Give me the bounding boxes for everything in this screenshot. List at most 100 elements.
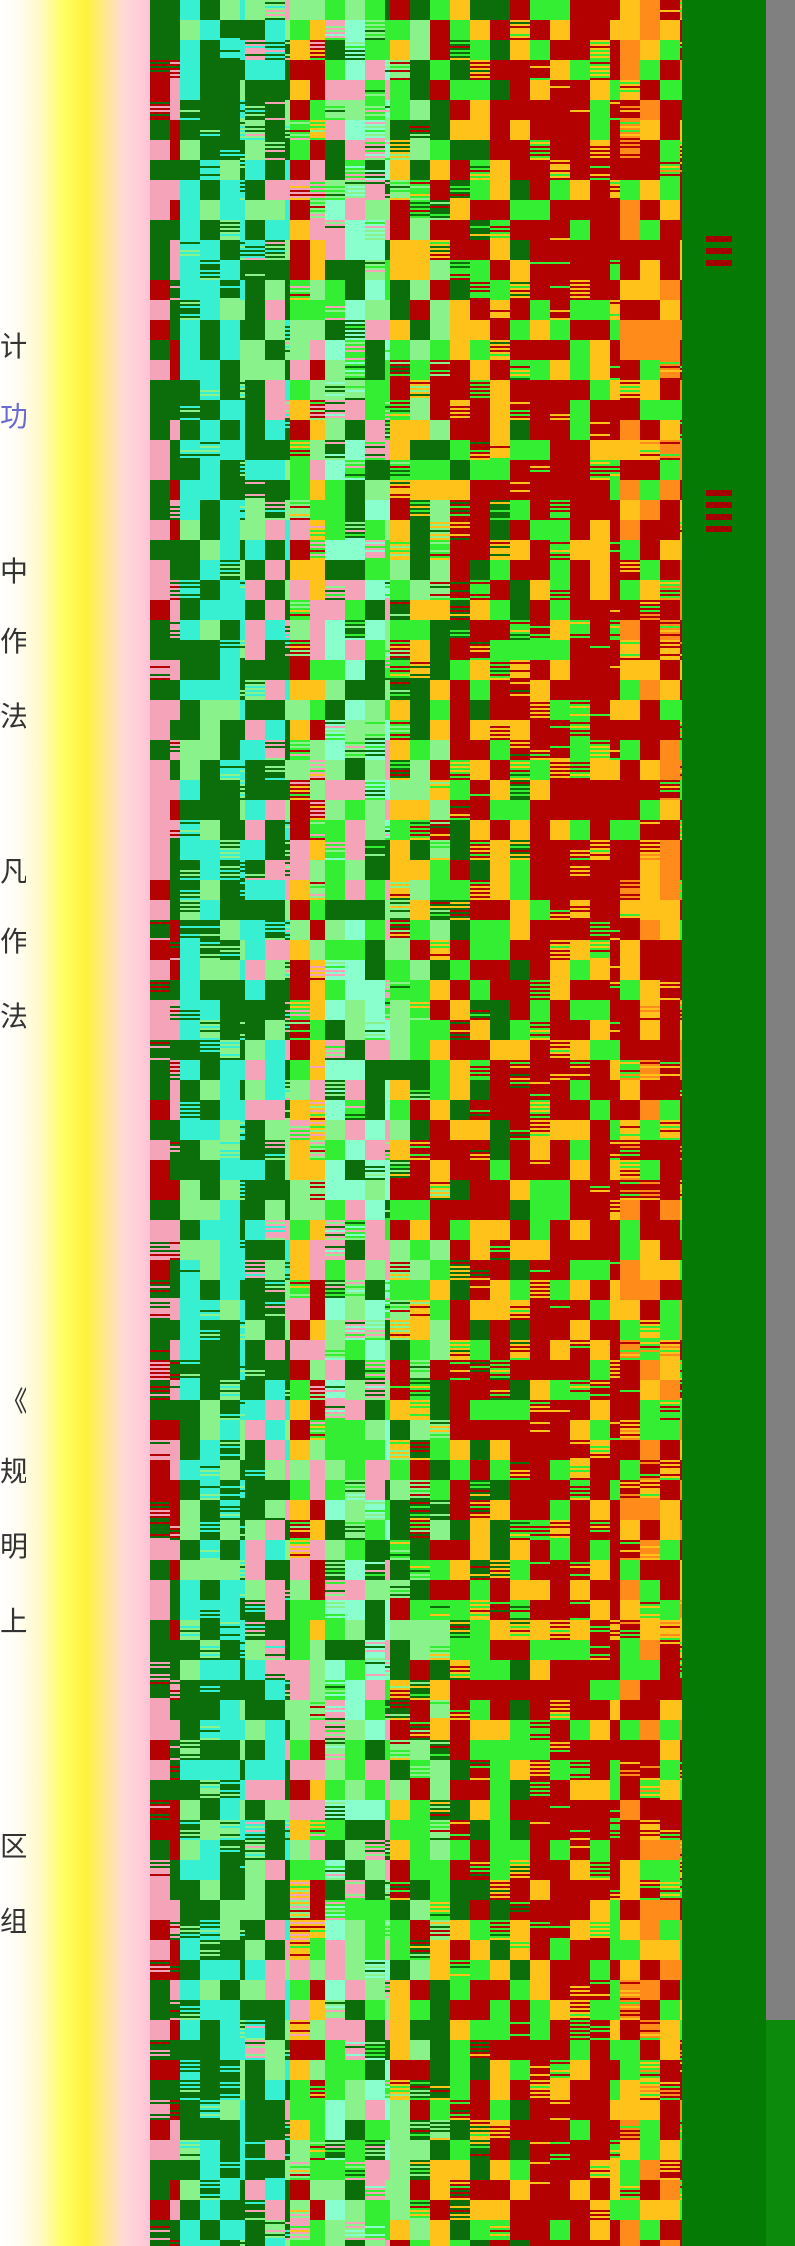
mosaic-dither [220, 1154, 240, 1156]
mosaic-dither [180, 1362, 200, 1364]
mosaic-dither [365, 162, 385, 164]
mosaic-dither [385, 662, 390, 664]
mosaic-dither [220, 1514, 240, 1516]
mosaic-dither [365, 22, 385, 24]
mosaic-dither [510, 662, 530, 664]
mosaic-dither [200, 1938, 220, 1940]
mosaic-dither [180, 402, 200, 404]
mosaic-dither [410, 1006, 430, 1008]
mosaic-dither [385, 986, 390, 988]
mosaic-dither [410, 2098, 430, 2100]
mosaic-block [200, 1860, 220, 1880]
mosaic-block [200, 140, 220, 160]
mosaic-dither [245, 114, 265, 116]
mosaic-dither [240, 862, 245, 864]
mosaic-dither [290, 518, 310, 520]
mosaic-dither [240, 162, 245, 164]
mosaic-block [510, 1500, 530, 1520]
mosaic-dither [265, 250, 285, 252]
mosaic-dither [510, 486, 530, 488]
mosaic-dither [385, 1006, 390, 1008]
mosaic-dither [410, 1570, 430, 1572]
mosaic-block [345, 440, 365, 460]
mosaic-block [325, 2220, 345, 2240]
mosaic-dither [150, 2234, 170, 2236]
mosaic-dither [325, 450, 345, 452]
mosaic-block [385, 120, 390, 140]
mosaic-dither [410, 134, 430, 136]
mosaic-block [245, 2060, 265, 2080]
mosaic-block [220, 500, 240, 520]
mosaic-dither [265, 1650, 285, 1652]
mosaic-block [310, 320, 325, 340]
mosaic-block [170, 920, 180, 940]
mosaic-dither [170, 1686, 180, 1688]
mosaic-dither [290, 1542, 310, 1544]
mosaic-block [410, 1180, 430, 1200]
mosaic-block [240, 220, 245, 240]
mosaic-dither [390, 1682, 410, 1684]
mosaic-dither [385, 1894, 390, 1896]
mosaic-block [285, 1220, 290, 1240]
mosaic-block [345, 1940, 365, 1960]
mosaic-block [200, 740, 220, 760]
mosaic-block [290, 2000, 310, 2020]
mosaic-dither [470, 1106, 490, 1108]
mosaic-dither [430, 1906, 450, 1908]
mosaic-dither [245, 1622, 265, 1624]
mosaic-dither [285, 50, 290, 52]
mosaic-block [245, 2180, 265, 2200]
mosaic-block [450, 1000, 470, 1020]
mosaic-dither [220, 42, 240, 44]
mosaic-block [200, 900, 220, 920]
mosaic-block [245, 880, 265, 900]
mosaic-block [430, 1400, 450, 1420]
mosaic-dither [510, 1314, 530, 1316]
mosaic-dither [245, 50, 265, 52]
mosaic-block [365, 1800, 385, 1820]
mosaic-block [290, 520, 310, 540]
mosaic-block [200, 180, 220, 200]
mosaic-dither [430, 786, 450, 788]
mosaic-dither [240, 1374, 245, 1376]
mosaic-block [240, 1140, 245, 1160]
mosaic-block [150, 300, 170, 320]
mosaic-dither [325, 1694, 345, 1696]
mosaic-dither [310, 1398, 325, 1400]
mosaic-dither [290, 2038, 310, 2040]
mosaic-dither [170, 2114, 180, 2116]
mosaic-block [265, 1780, 285, 1800]
mosaic-dither [220, 146, 240, 148]
mosaic-block [265, 940, 285, 960]
mosaic-dither [390, 1758, 410, 1760]
mosaic-dither [200, 1470, 220, 1472]
mosaic-dither [220, 2074, 240, 2076]
mosaic-dither [180, 2074, 200, 2076]
mosaic-dither [325, 1358, 345, 1360]
mosaic-dither [470, 1262, 490, 1264]
mosaic-dither [390, 2098, 410, 2100]
mosaic-block [180, 1840, 200, 1860]
mosaic-dither [510, 1086, 530, 1088]
mosaic-block [180, 840, 200, 860]
mosaic-dither [240, 1402, 245, 1404]
mosaic-block [290, 1820, 310, 1840]
mosaic-block [265, 1240, 285, 1260]
mosaic-block [245, 760, 265, 780]
mosaic-dither [390, 698, 410, 700]
mosaic-dither [240, 1418, 245, 1420]
mosaic-dither [310, 2146, 325, 2148]
mosaic-dither [430, 582, 450, 584]
mosaic-dither [470, 1294, 490, 1296]
mosaic-dither [285, 402, 290, 404]
mosaic-dither [390, 150, 410, 152]
mosaic-block [450, 280, 470, 300]
mosaic-dither [365, 2158, 385, 2160]
mosaic-block [385, 2200, 390, 2220]
mosaic-dither [470, 842, 490, 844]
mosaic-block [410, 1200, 430, 1220]
mosaic-dither [245, 458, 265, 460]
mosaic-dither [290, 286, 310, 288]
mosaic-dither [200, 134, 220, 136]
mosaic-block [240, 920, 245, 940]
